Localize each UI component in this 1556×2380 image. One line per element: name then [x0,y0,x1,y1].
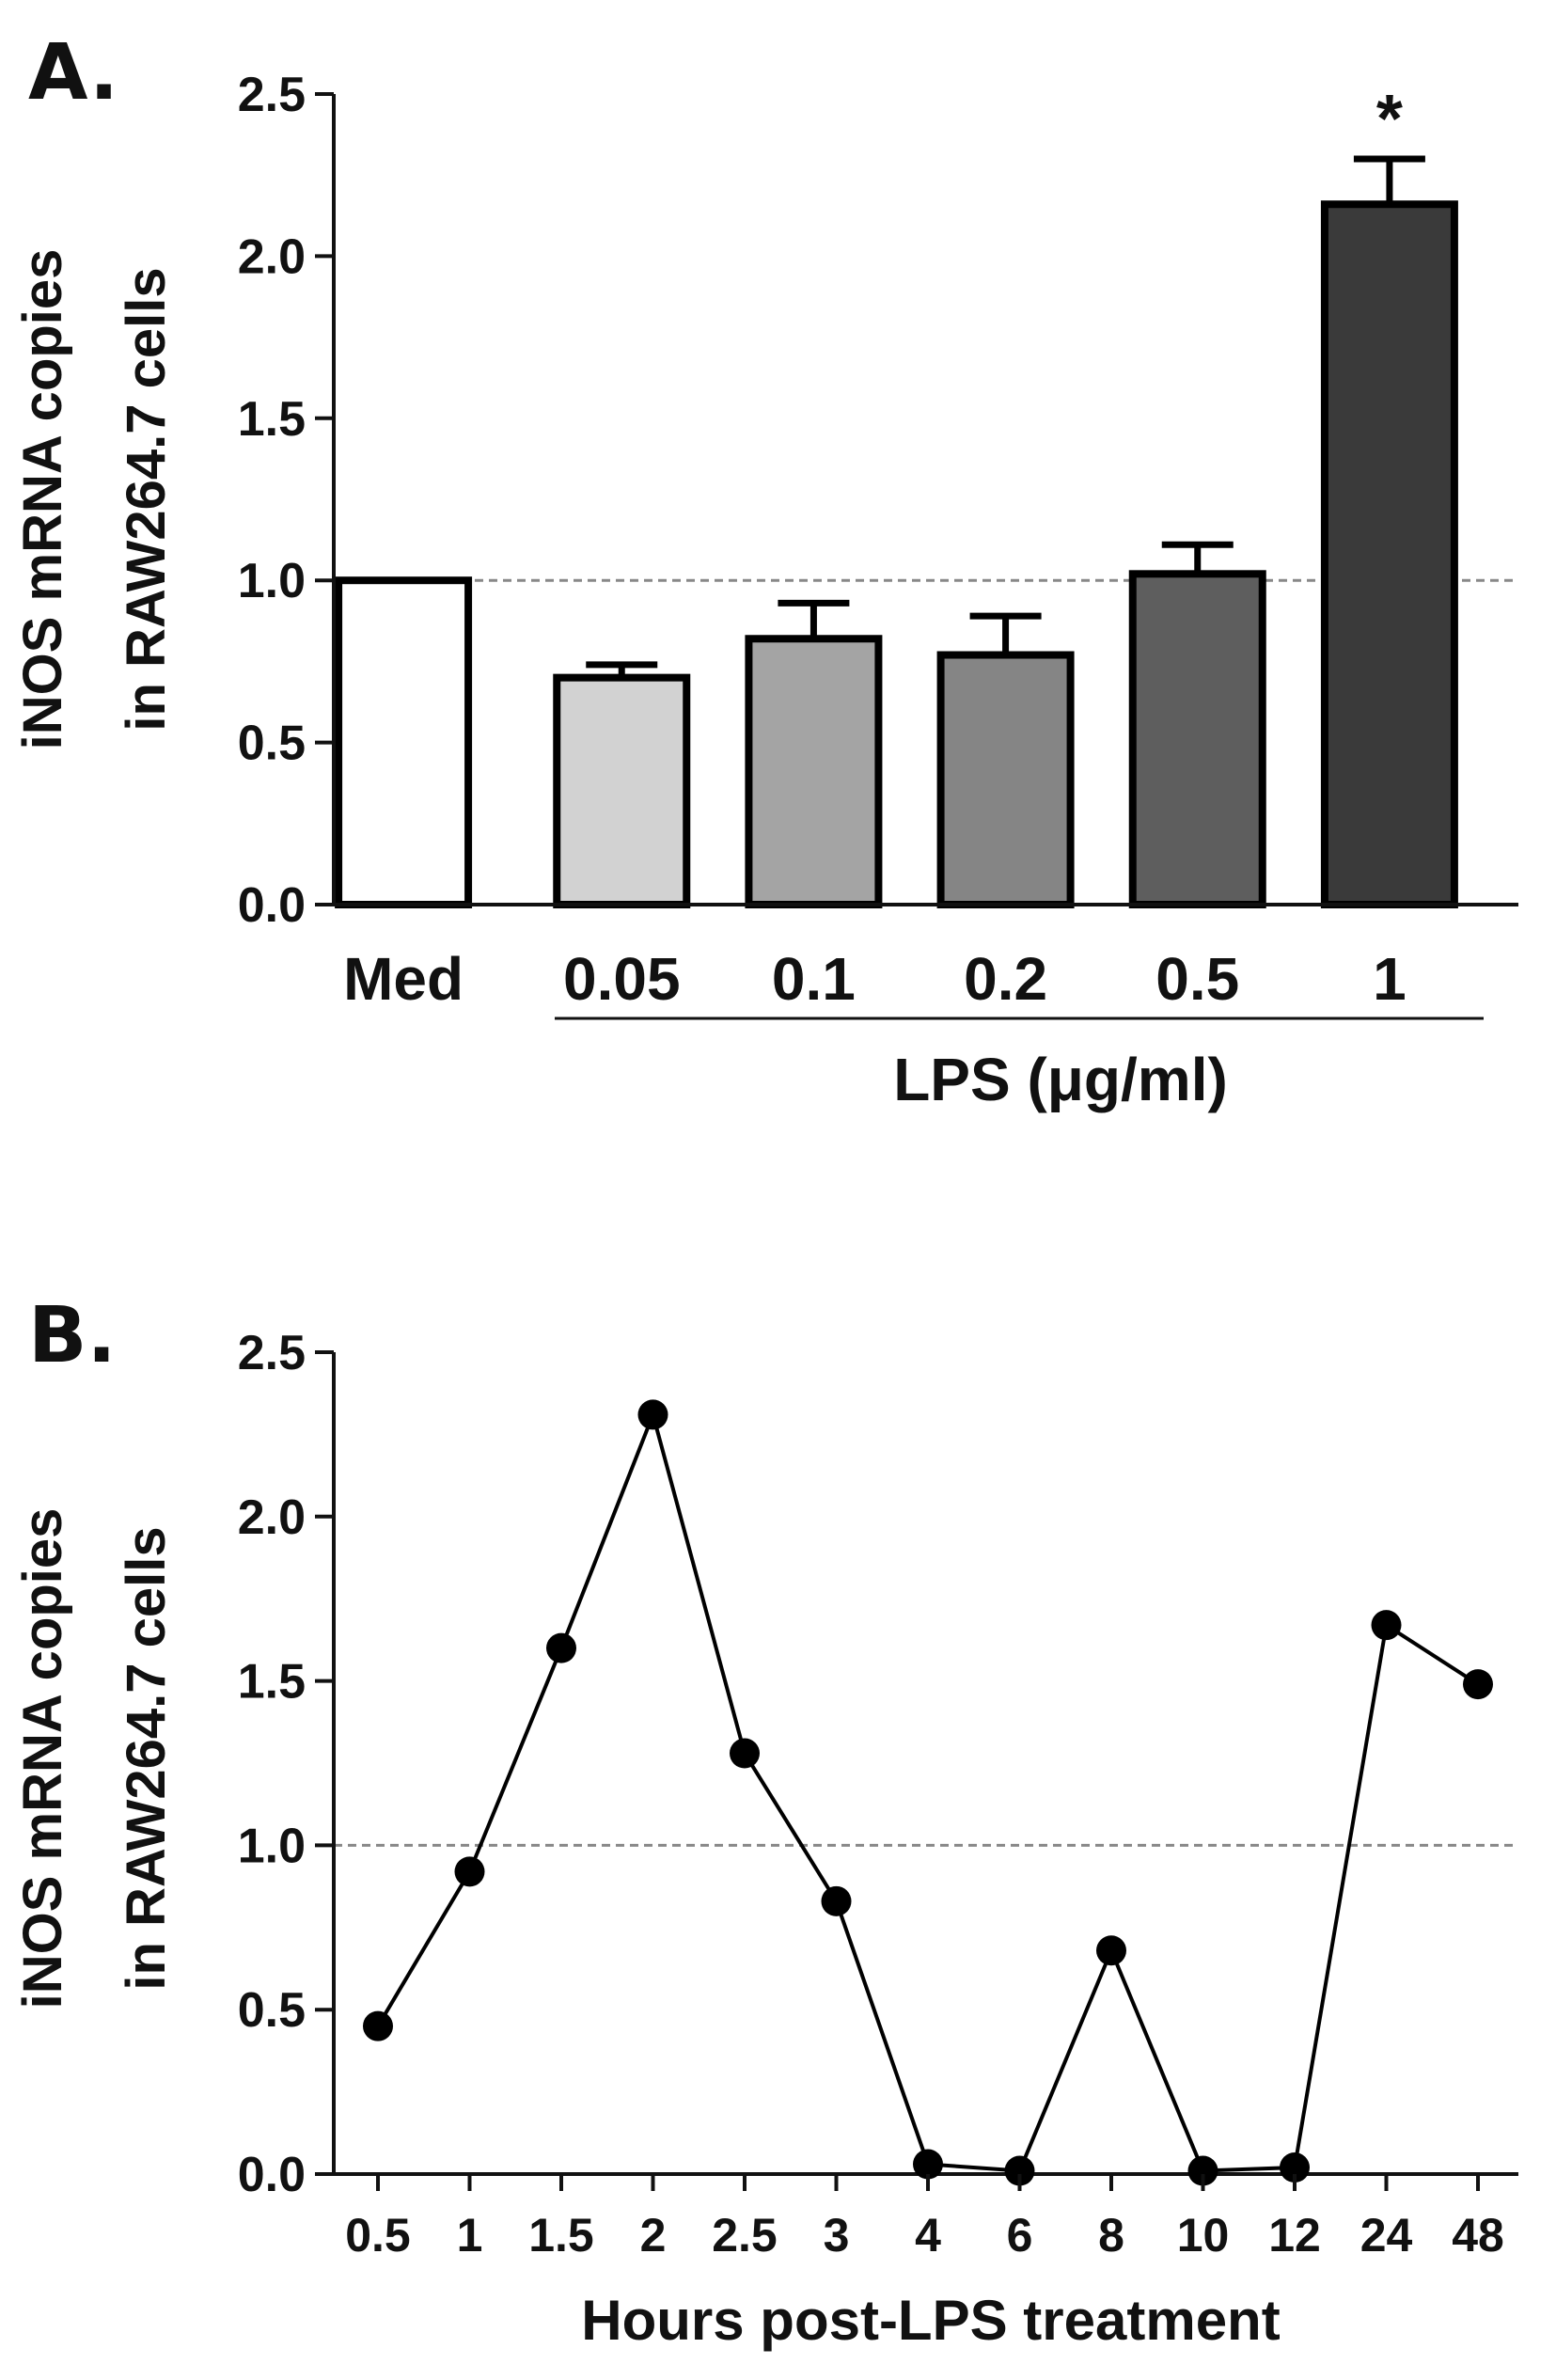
panel-a-annotations: * [1376,82,1403,157]
panel-a-y-axis-label: iNOS mRNA copies in RAW264.7 cells [12,249,177,750]
panel-b-y-axis-label-line: iNOS mRNA copies [12,1508,73,2010]
panel-b-data-point [637,1399,668,1430]
panel-b-x-tick-label: 8 [1098,2209,1124,2262]
panel-b-x-tick-label: 24 [1360,2209,1413,2262]
panel-a-x-tick-labels: Med 0.05 0.1 0.2 0.5 1 [343,945,1407,1013]
panel-b-x-tick-label: 6 [1007,2209,1033,2262]
panel-a-bar [1128,570,1266,909]
panel-a-bar [936,651,1075,909]
panel-b-y-tick-label: 2.5 [238,1326,306,1380]
panel-b-series-line [376,1409,1480,2173]
panel-b-x-tick-label: 4 [915,2209,941,2262]
panel-b-y-tick-label: 2.0 [238,1490,306,1545]
panel-a-x-tick-label: 0.05 [563,945,681,1013]
panel-a-axes [332,94,1518,906]
panel-b-x-tick-label: 12 [1268,2209,1321,2262]
panel-b-y-tick-label: 0.0 [238,2148,306,2202]
panel-a-bar-chart: A. iNOS mRNA copies in RAW264.7 cells 0.0… [12,28,1518,1113]
panel-a-x-tick-label: Med [343,945,464,1013]
panel-a-y-tick-label: 1.0 [238,554,306,608]
panel-b-x-tick-label: 1 [457,2209,483,2262]
panel-a-y-tick-label: 2.0 [238,229,306,284]
panel-b-x-axis-label: Hours post-LPS treatment [581,2289,1280,2352]
panel-b-data-point [913,2149,943,2180]
panel-b-line-chart: B. iNOS mRNA copies in RAW264.7 cells 0.0… [12,1291,1518,2352]
panel-a-bar [553,673,691,909]
panel-a-bar [335,576,473,908]
panel-a-bar [1320,200,1458,908]
panel-b-series-polyline [376,1409,1480,2173]
panel-b-y-tick-label: 0.5 [238,1983,306,2038]
panel-b-x-tick-label: 10 [1177,2209,1230,2262]
panel-b-x-tick-labels: 0.5 1 1.5 2 2.5 3 4 6 8 10 12 24 48 [345,2174,1504,2262]
panel-b-data-point [730,1738,760,1769]
panel-a-y-tick-label: 0.5 [238,717,306,771]
panel-b-data-point [821,1885,852,1916]
panel-a-y-tick-label: 1.5 [238,392,306,447]
panel-b-letter: B. [28,1291,117,1380]
panel-b-x-tick-label: 1.5 [528,2209,594,2262]
panel-a-x-tick-label: 0.1 [772,945,856,1013]
panel-a-y-axis-label-line: iNOS mRNA copies [12,249,73,750]
panel-b-data-point [546,1632,576,1663]
panel-a-letter: A. [28,28,118,118]
panel-b-y-tick-label: 1.0 [238,1819,306,1873]
panel-a-y-ticks: 0.0 0.5 1.0 1.5 2.0 2.5 [238,68,334,933]
panel-b-y-ticks: 0.0 0.5 1.0 1.5 2.0 2.5 [238,1326,334,2202]
panel-a-x-axis-label: LPS (μg/ml) [893,1046,1228,1113]
panel-b-y-axis-label: iNOS mRNA copies in RAW264.7 cells [12,1508,177,2010]
panel-a-x-tick-label: 1 [1373,945,1407,1013]
panel-b-data-point [1004,2155,1035,2186]
panel-b-x-tick-label: 0.5 [345,2209,411,2262]
panel-b-data-point [1280,2152,1310,2183]
panel-b-x-tick-label: 48 [1452,2209,1504,2262]
panel-b-x-tick-label: 3 [824,2209,850,2262]
panel-b-x-tick-label: 2.5 [712,2209,778,2262]
panel-a-bar [745,635,883,908]
panel-b-y-axis-label-line: in RAW264.7 cells [116,1526,177,1990]
panel-a-y-tick-label: 2.5 [238,68,306,122]
panel-a-x-tick-label: 0.5 [1155,945,1239,1013]
panel-b-data-point [454,1856,485,1887]
panel-a-x-tick-label: 0.2 [964,945,1047,1013]
panel-b-data-point [1187,2155,1218,2186]
panel-b-data-point [1371,1610,1402,1641]
panel-b-data-point [1463,1669,1493,1700]
panel-b-x-tick-label: 2 [640,2209,667,2262]
panel-b-data-point [1096,1935,1126,1966]
panel-b-points [363,1399,1493,2186]
panel-a-error-bars [586,155,1425,678]
panel-b-data-point [363,2010,393,2041]
panel-a-significance-marker: * [1376,82,1403,157]
panel-a-bars [335,200,1458,909]
panel-b-y-tick-label: 1.5 [238,1655,306,1710]
panel-a-y-axis-label-line: in RAW264.7 cells [116,267,177,731]
panel-b-axes [332,1352,1518,2176]
panel-a-y-tick-label: 0.0 [238,878,306,933]
